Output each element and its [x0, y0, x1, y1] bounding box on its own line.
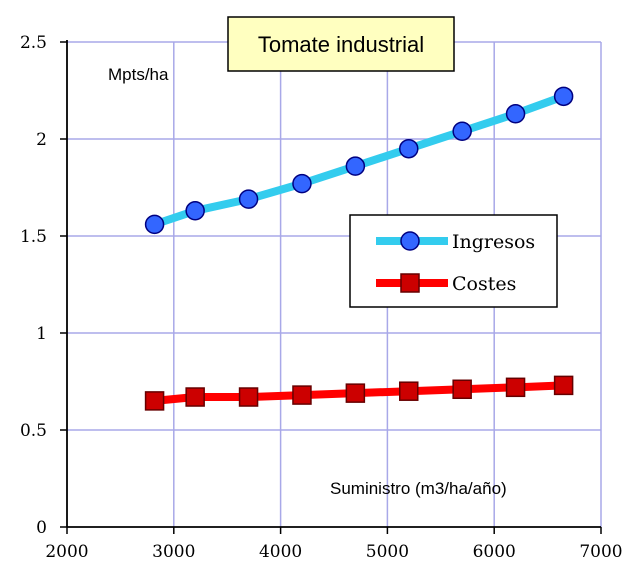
data-point-costes: [185, 387, 205, 407]
x-axis-label: Suministro (m3/ha/año): [330, 479, 507, 498]
legend-item-ingresos: Ingresos: [376, 231, 535, 253]
y-tick-label: 2: [36, 130, 47, 150]
data-point-costes: [553, 375, 574, 396]
data-point-ingresos: [345, 156, 366, 176]
data-point-costes: [452, 379, 472, 400]
x-tick-label: 3000: [152, 542, 195, 562]
x-tick-label: 4000: [259, 542, 302, 562]
chart-title-box: Tomate industrial: [227, 16, 455, 72]
legend-item-costes: Costes: [376, 273, 516, 295]
x-tick-label: 5000: [366, 542, 409, 562]
x-tick-label: 6000: [473, 542, 516, 562]
legend-label-ingresos: Ingresos: [452, 231, 535, 253]
data-point-ingresos: [144, 214, 165, 235]
data-point-ingresos: [185, 201, 205, 221]
legend: Ingresos Costes: [349, 214, 558, 308]
data-point-costes: [292, 385, 312, 405]
legend-marker-costes: [400, 273, 420, 293]
y-tick-label: 0.5: [20, 421, 47, 441]
y-axis-label: Mpts/ha: [108, 65, 169, 84]
series-ingresos: [144, 86, 574, 235]
data-point-ingresos: [553, 86, 574, 107]
data-point-costes: [144, 391, 165, 411]
chart-title: Tomate industrial: [258, 32, 424, 57]
y-tick-label: 2.5: [20, 33, 47, 53]
title-box-background: [227, 16, 455, 72]
data-series: [144, 86, 574, 411]
data-point-ingresos: [505, 104, 526, 124]
series-costes: [144, 375, 574, 411]
data-point-ingresos: [238, 189, 259, 209]
data-point-costes: [505, 377, 526, 398]
data-point-ingresos: [399, 138, 419, 159]
x-tick-label: 2000: [45, 542, 88, 562]
axes: [60, 40, 602, 534]
data-point-costes: [399, 381, 419, 401]
legend-marker-ingresos: [400, 231, 420, 251]
data-point-costes: [238, 387, 259, 407]
y-tick-label: 1.5: [20, 227, 47, 247]
legend-box: [349, 214, 558, 308]
legend-label-costes: Costes: [452, 273, 516, 295]
data-point-costes: [345, 383, 366, 403]
y-tick-label: 1: [36, 324, 47, 344]
data-point-ingresos: [452, 121, 472, 141]
y-tick-label: 0: [36, 518, 47, 538]
x-tick-label: 7000: [579, 542, 622, 562]
tick-labels: 2000 3000 4000 5000 6000 7000 0 0.5 1 1.5 2 2.5: [20, 33, 623, 562]
data-point-ingresos: [292, 173, 312, 194]
